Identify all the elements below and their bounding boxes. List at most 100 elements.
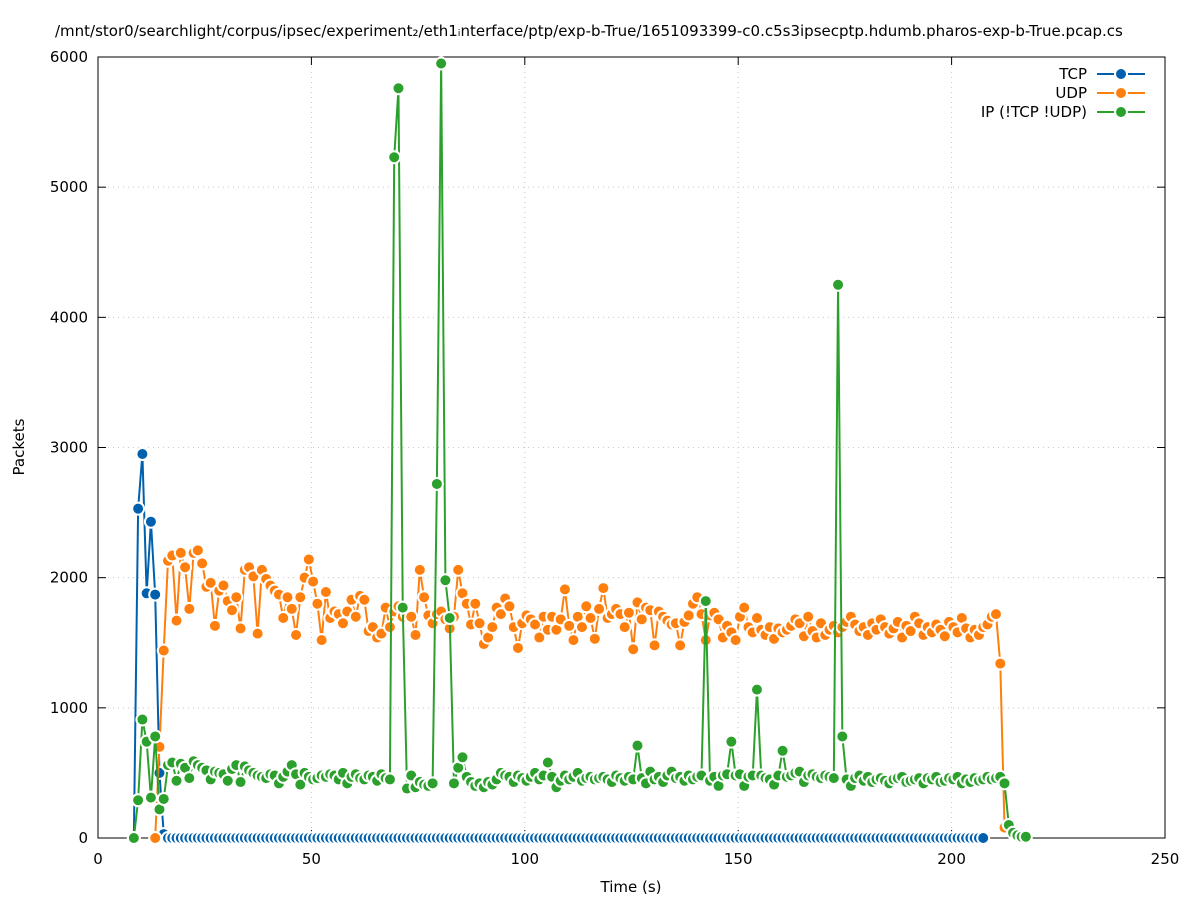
data-point (135, 447, 150, 462)
data-point (233, 775, 248, 790)
y-tick-label: 1000 (50, 699, 88, 717)
data-point (493, 607, 508, 622)
series-line (132, 63, 1026, 839)
data-point (937, 629, 952, 644)
data-point (468, 596, 483, 611)
data-point (438, 573, 453, 588)
data-point (357, 592, 372, 607)
data-point (587, 631, 602, 646)
chart-title: /mnt/stor0/searchlight/corpus/ipsec/expe… (55, 22, 1123, 40)
data-point (574, 620, 589, 635)
data-point (306, 574, 321, 589)
data-point (148, 729, 163, 744)
data-point (1018, 829, 1033, 844)
data-point (442, 611, 457, 626)
data-point (485, 620, 500, 635)
data-point (169, 773, 184, 788)
data-point (156, 643, 171, 658)
data-point (182, 601, 197, 616)
legend-marker (1114, 105, 1128, 119)
data-point (220, 773, 235, 788)
x-tick-label: 200 (937, 850, 966, 868)
data-point (455, 750, 470, 765)
data-point (382, 772, 397, 787)
data-point (775, 743, 790, 758)
data-point (724, 734, 739, 749)
series-group (126, 56, 1033, 845)
data-point (284, 601, 299, 616)
data-point (698, 594, 713, 609)
x-tick-label: 250 (1151, 850, 1180, 868)
data-point (293, 590, 308, 605)
data-point (195, 556, 210, 571)
data-point (596, 581, 611, 596)
legend-label: IP (!TCP !UDP) (981, 103, 1087, 121)
x-tick-label: 50 (302, 850, 321, 868)
y-tick-label: 5000 (50, 178, 88, 196)
data-point (190, 543, 205, 558)
data-point (404, 609, 419, 624)
series-tcp (126, 447, 991, 845)
data-point (835, 729, 850, 744)
data-point (314, 633, 329, 648)
data-point (728, 633, 743, 648)
data-point (592, 601, 607, 616)
data-point (510, 640, 525, 655)
x-axis-label: Time (s) (600, 878, 662, 896)
data-point (528, 617, 543, 632)
data-point (988, 607, 1003, 622)
data-point (148, 831, 163, 845)
data-point (250, 626, 265, 641)
series-ip-tcp-udp- (126, 56, 1033, 845)
y-tick-label: 0 (78, 829, 88, 847)
data-point (617, 620, 632, 635)
data-point (229, 590, 244, 605)
data-point (143, 514, 158, 529)
data-point (335, 616, 350, 631)
data-point (532, 630, 547, 645)
data-point (749, 611, 764, 626)
data-point (173, 545, 188, 560)
data-point (310, 596, 325, 611)
data-point (207, 618, 222, 633)
data-point (289, 627, 304, 642)
data-point (621, 605, 636, 620)
y-tick-label: 2000 (50, 569, 88, 587)
data-point (451, 562, 466, 577)
legend-label: TCP (1058, 65, 1087, 83)
y-tick-label: 4000 (50, 308, 88, 326)
y-tick-label: 6000 (50, 48, 88, 66)
data-point (826, 771, 841, 786)
legend-label: UDP (1055, 84, 1087, 102)
data-point (976, 831, 991, 845)
data-point (131, 501, 146, 516)
data-point (301, 552, 316, 567)
data-point (382, 620, 397, 635)
data-point (395, 600, 410, 615)
data-point (566, 633, 581, 648)
data-point (681, 608, 696, 623)
data-point (276, 611, 291, 626)
y-axis-label: Packets (10, 418, 28, 475)
data-point (135, 712, 150, 727)
legend-marker (1114, 86, 1128, 100)
data-point (178, 560, 193, 575)
data-point (557, 582, 572, 597)
data-point (233, 621, 248, 636)
data-point (417, 590, 432, 605)
x-tick-label: 0 (93, 850, 103, 868)
data-point (801, 609, 816, 624)
data-point (626, 642, 641, 657)
data-point (673, 638, 688, 653)
data-point (502, 599, 517, 614)
data-point (647, 638, 662, 653)
data-point (131, 793, 146, 808)
data-point (583, 611, 598, 626)
data-point (225, 603, 240, 618)
data-point (126, 831, 141, 845)
data-point (143, 790, 158, 805)
data-point (749, 682, 764, 697)
data-point (216, 578, 231, 593)
